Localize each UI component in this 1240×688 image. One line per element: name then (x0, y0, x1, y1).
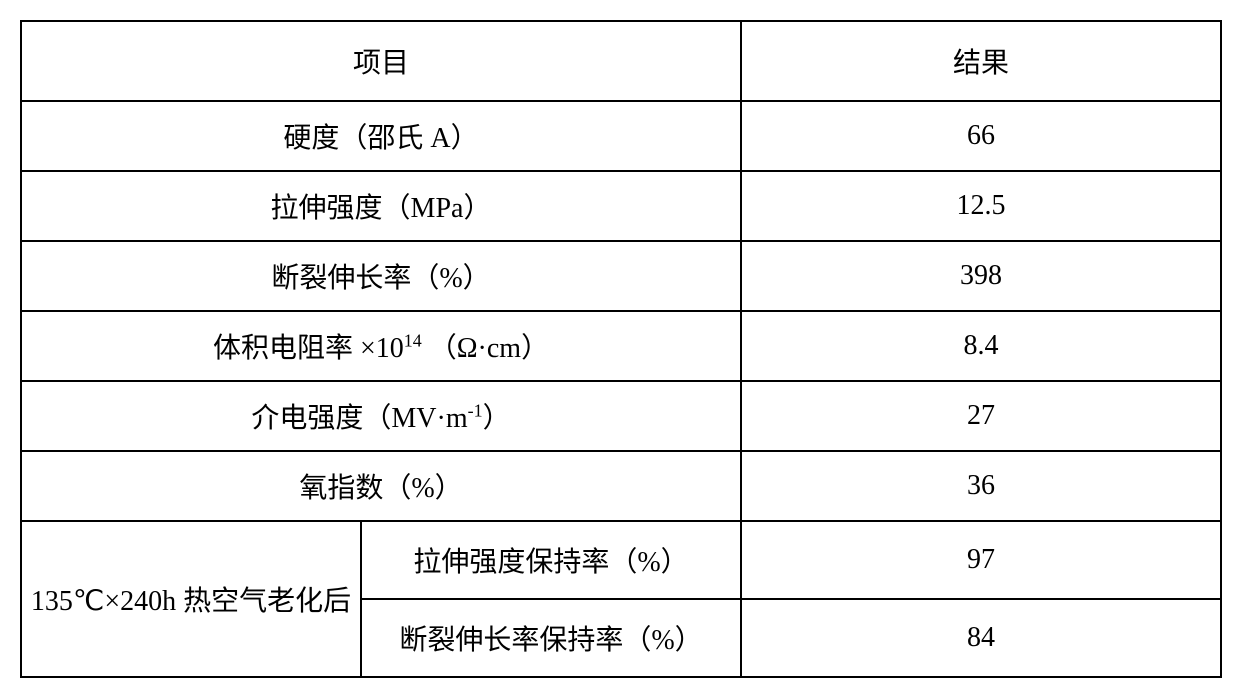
aging-condition: 135℃×240h 热空气老化后 (21, 521, 361, 677)
header-result: 结果 (741, 21, 1221, 101)
row-value: 12.5 (741, 171, 1221, 241)
table-row: 拉伸强度（MPa） 12.5 (21, 171, 1221, 241)
aging-sub-value: 84 (741, 599, 1221, 677)
table-row: 介电强度（MV·m-1） 27 (21, 381, 1221, 451)
row-value: 27 (741, 381, 1221, 451)
row-label: 硬度（邵氏 A） (21, 101, 741, 171)
row-value: 66 (741, 101, 1221, 171)
table-row-aging: 135℃×240h 热空气老化后 拉伸强度保持率（%） 97 (21, 521, 1221, 599)
row-label: 拉伸强度（MPa） (21, 171, 741, 241)
aging-sub-label: 断裂伸长率保持率（%） (361, 599, 741, 677)
header-item: 项目 (21, 21, 741, 101)
row-label: 氧指数（%） (21, 451, 741, 521)
row-label: 体积电阻率 ×1014 （Ω·cm） (21, 311, 741, 381)
row-value: 36 (741, 451, 1221, 521)
table-row: 硬度（邵氏 A） 66 (21, 101, 1221, 171)
table-row: 断裂伸长率（%） 398 (21, 241, 1221, 311)
properties-table: 项目 结果 硬度（邵氏 A） 66 拉伸强度（MPa） 12.5 断裂伸长率（%… (20, 20, 1222, 678)
row-value: 398 (741, 241, 1221, 311)
row-value: 8.4 (741, 311, 1221, 381)
table-row: 体积电阻率 ×1014 （Ω·cm） 8.4 (21, 311, 1221, 381)
aging-sub-label: 拉伸强度保持率（%） (361, 521, 741, 599)
table-row: 氧指数（%） 36 (21, 451, 1221, 521)
row-label: 断裂伸长率（%） (21, 241, 741, 311)
row-label: 介电强度（MV·m-1） (21, 381, 741, 451)
table-header-row: 项目 结果 (21, 21, 1221, 101)
aging-sub-value: 97 (741, 521, 1221, 599)
